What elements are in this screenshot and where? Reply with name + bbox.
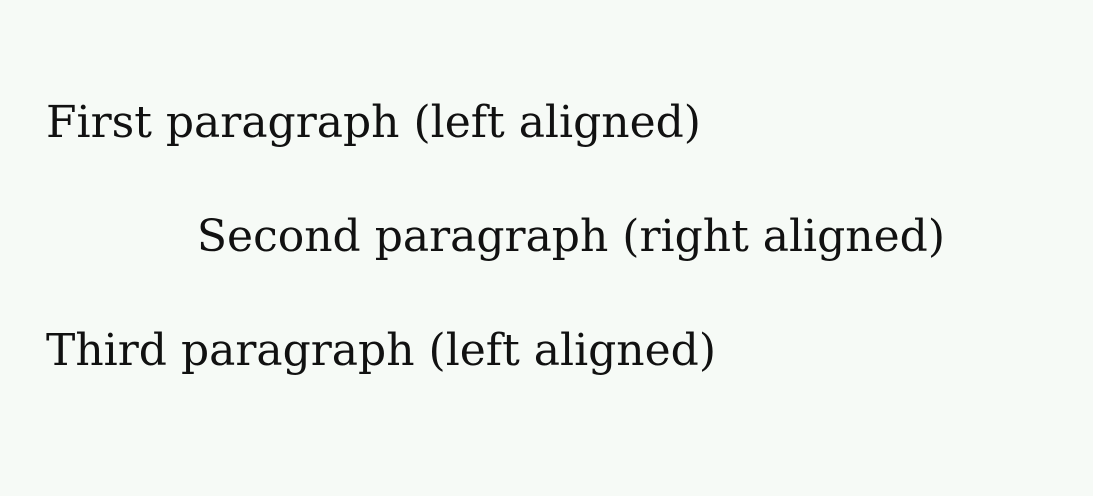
paragraph-third: Third paragraph (left aligned) — [46, 325, 717, 376]
paragraph-second: Second paragraph (right aligned) — [196, 211, 945, 262]
paragraph-first: First paragraph (left aligned) — [46, 97, 701, 148]
